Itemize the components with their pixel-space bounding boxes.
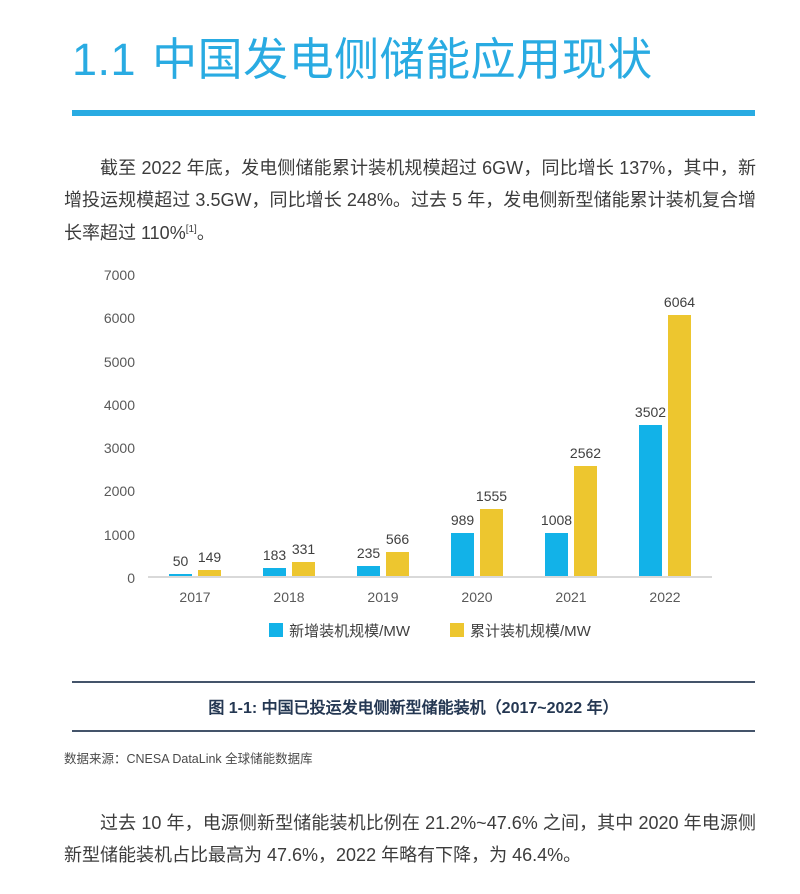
bar-chart: 0 1000 2000 3000 4000 5000 6000 7000 50 149 2017 1… — [0, 268, 800, 641]
bar-value-label: 1008 — [540, 511, 573, 528]
bar-value-label: 149 — [197, 548, 222, 565]
data-source-note: 数据来源：CNESA DataLink 全球储能数据库 — [64, 751, 313, 766]
figure-caption-block: 图 1-1: 中国已投运发电侧新型储能装机（2017~2022 年） — [72, 680, 755, 732]
bar-series2-2018 — [292, 561, 315, 576]
y-axis-tick-label: 5000 — [103, 353, 135, 370]
bar-group-2022: 3502 6064 2022 — [618, 275, 712, 604]
footnote-reference: [1] — [185, 223, 197, 235]
legend-label: 新增装机规模/MW — [289, 622, 410, 640]
chart-legend: 新增装机规模/MW 累计装机规模/MW — [148, 620, 712, 641]
bar-series1-2022 — [639, 425, 662, 576]
bar-series2-2022 — [668, 315, 691, 576]
bar-slot: 235 — [357, 275, 380, 576]
section-number: 1.1 — [72, 34, 137, 85]
bar-group-2019: 235 566 2019 — [336, 275, 430, 604]
bar-group-2020: 989 1555 2020 — [430, 275, 524, 604]
x-axis-label: 2017 — [179, 588, 211, 605]
bar-slot: 989 — [451, 275, 474, 576]
paragraph-2: 过去 10 年，电源侧新型储能装机比例在 21.2%~47.6% 之间，其中 2… — [64, 812, 756, 866]
legend-item: 新增装机规模/MW — [269, 620, 410, 641]
chart-plot: 50 149 2017 183 331 2018 235 566 2019 989 1555 2020… — [148, 275, 712, 604]
section-title: 中国发电侧储能应用现状 — [152, 34, 653, 85]
caption-rule-bottom — [72, 729, 755, 732]
bar-series1-2018 — [263, 568, 286, 576]
document-page: 1.1 中国发电侧储能应用现状 截至 2022 年底，发电侧储能累计装机规模超过 … — [0, 34, 800, 894]
y-axis-tick-label: 2000 — [103, 483, 135, 500]
bar-series2-2017 — [198, 569, 221, 576]
bar-slot: 149 — [198, 275, 221, 576]
heading-underline — [72, 109, 755, 116]
bar-group-2018: 183 331 2018 — [242, 275, 336, 604]
bar-series1-2017 — [169, 573, 192, 576]
bar-group-2021: 1008 2562 2021 — [524, 275, 618, 604]
y-axis-tick-label: 7000 — [103, 266, 135, 283]
bar-value-label: 3502 — [634, 404, 667, 421]
bar-slot: 183 — [263, 275, 286, 576]
bar-series2-2021 — [574, 465, 597, 576]
bar-value-label: 989 — [450, 512, 475, 529]
x-axis-label: 2019 — [367, 588, 399, 605]
chart-y-axis: 0 1000 2000 3000 4000 5000 6000 7000 — [0, 268, 135, 585]
bar-value-label: 566 — [385, 530, 410, 547]
bar-slot: 331 — [292, 275, 315, 576]
x-axis-label: 2018 — [273, 588, 305, 605]
bar-value-label: 50 — [172, 552, 189, 569]
bar-slot: 6064 — [664, 275, 695, 576]
y-axis-tick-label: 0 — [127, 569, 135, 586]
bar-value-label: 2562 — [569, 444, 602, 461]
paragraph-1-tail: 。 — [196, 222, 215, 243]
bar-series1-2020 — [451, 533, 474, 576]
bar-series2-2020 — [480, 509, 503, 576]
chart-plot-area: 0 1000 2000 3000 4000 5000 6000 7000 50 149 2017 1… — [0, 268, 800, 604]
legend-item: 累计装机规模/MW — [450, 620, 591, 641]
bar-slot: 566 — [386, 275, 409, 576]
bar-value-label: 183 — [262, 547, 287, 564]
x-axis-label: 2020 — [461, 588, 493, 605]
bar-group-2017: 50 149 2017 — [148, 275, 242, 604]
bar-slot: 2562 — [570, 275, 601, 576]
bar-value-label: 1555 — [475, 488, 508, 505]
y-axis-tick-label: 4000 — [103, 396, 135, 413]
bar-series2-2019 — [386, 551, 409, 576]
paragraph-1-text: 截至 2022 年底，发电侧储能累计装机规模超过 6GW，同比增长 137%，其… — [64, 157, 756, 243]
bar-value-label: 331 — [291, 540, 316, 557]
caption-rule-top — [72, 680, 755, 683]
section-heading: 1.1 中国发电侧储能应用现状 — [72, 34, 755, 86]
figure-caption: 图 1-1: 中国已投运发电侧新型储能装机（2017~2022 年） — [208, 699, 619, 717]
bar-slot: 1008 — [541, 275, 572, 576]
legend-label: 累计装机规模/MW — [470, 622, 591, 640]
paragraph-1: 截至 2022 年底，发电侧储能累计装机规模超过 6GW，同比增长 137%，其… — [64, 152, 756, 249]
bar-series1-2019 — [357, 565, 380, 576]
legend-swatch-icon — [450, 623, 464, 638]
bar-slot: 1555 — [476, 275, 507, 576]
bar-slot: 50 — [169, 275, 192, 576]
legend-swatch-icon — [269, 623, 284, 638]
bar-slot: 3502 — [635, 275, 666, 576]
x-axis-label: 2021 — [555, 588, 587, 605]
bar-series1-2021 — [545, 532, 568, 576]
bar-value-label: 6064 — [663, 294, 696, 311]
y-axis-tick-label: 6000 — [103, 310, 135, 327]
y-axis-tick-label: 1000 — [103, 526, 135, 543]
y-axis-tick-label: 3000 — [103, 440, 135, 457]
bar-value-label: 235 — [356, 544, 381, 561]
x-axis-label: 2022 — [649, 588, 681, 605]
